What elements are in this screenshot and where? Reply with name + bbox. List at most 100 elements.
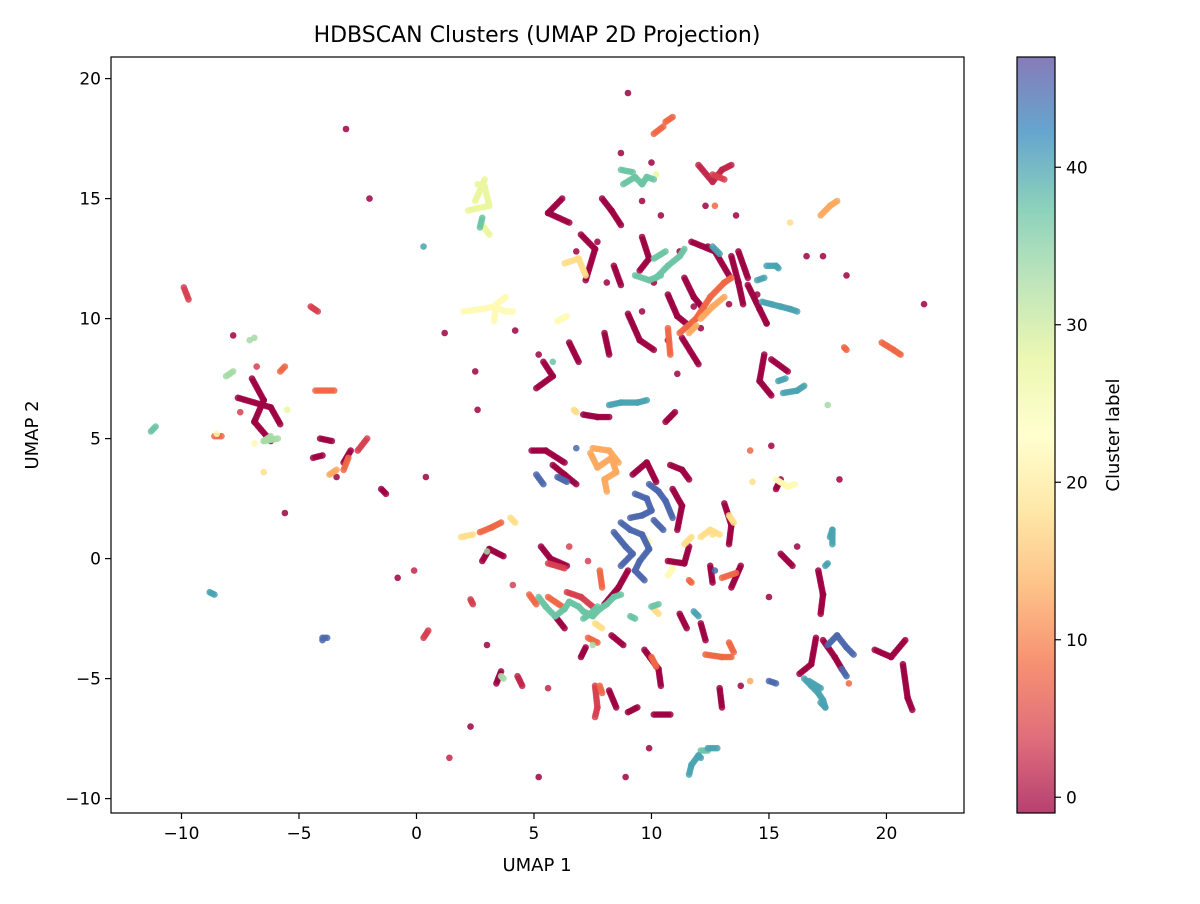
point-cluster: [664, 564, 676, 579]
point-cluster: [605, 687, 620, 711]
data-point: [382, 490, 390, 498]
data-point: [690, 303, 698, 310]
data-point: [706, 562, 714, 570]
data-point: [718, 704, 726, 711]
point-cluster: [584, 634, 601, 646]
data-point: [768, 442, 775, 450]
colorbar-tick-label: 20: [1066, 473, 1088, 493]
point-cluster: [763, 262, 782, 272]
data-point: [274, 435, 282, 442]
data-point: [476, 224, 484, 231]
point-cluster: [544, 560, 568, 572]
point-cluster: [507, 514, 519, 526]
data-point: [669, 564, 676, 572]
data-point: [565, 219, 573, 226]
point-cluster: [681, 533, 695, 548]
data-point: [652, 663, 660, 670]
point-cluster: [676, 610, 691, 632]
colorbar-tick-label: 10: [1066, 631, 1088, 651]
data-point: [342, 125, 350, 133]
data-point: [483, 641, 491, 649]
point-cluster: [476, 519, 505, 536]
point-cluster: [619, 173, 658, 188]
point-cluster: [525, 591, 540, 608]
point-cluster: [678, 334, 702, 368]
data-point: [803, 252, 810, 260]
data-point: [800, 382, 808, 390]
data-point: [422, 473, 430, 481]
point-cluster: [641, 646, 665, 690]
data-point: [695, 360, 702, 368]
point-cluster: [514, 672, 526, 690]
data-point: [655, 610, 662, 618]
point-cluster: [878, 339, 904, 358]
data-point: [711, 202, 719, 210]
point-cluster: [648, 600, 662, 610]
data-point: [735, 248, 742, 255]
data-point: [518, 682, 526, 690]
data-point: [713, 744, 721, 752]
data-point: [791, 480, 799, 488]
data-point: [561, 624, 568, 632]
data-point: [603, 279, 611, 286]
point-cluster: [627, 490, 655, 522]
data-point: [737, 682, 745, 690]
y-tick-label: 20: [79, 70, 101, 90]
data-point: [572, 444, 580, 452]
point-cluster: [697, 293, 728, 322]
data-point: [669, 514, 676, 522]
point-cluster: [596, 567, 606, 591]
data-point: [563, 312, 571, 320]
point-cluster: [476, 214, 486, 231]
y-tick-label: 15: [79, 190, 101, 210]
data-point: [685, 576, 693, 584]
data-point: [603, 488, 611, 495]
y-tick-label: 0: [90, 550, 101, 570]
point-cluster: [772, 476, 799, 490]
data-point: [347, 447, 354, 454]
data-point: [819, 252, 827, 260]
data-point: [612, 704, 620, 711]
point-cluster: [777, 550, 796, 570]
data-point: [850, 651, 857, 658]
point-cluster: [631, 272, 665, 284]
data-point: [500, 675, 507, 682]
point-cluster: [624, 704, 641, 716]
point-cluster: [598, 195, 625, 229]
data-point: [152, 423, 159, 430]
data-point: [920, 300, 928, 308]
point-cluster: [206, 588, 218, 598]
data-point: [584, 557, 592, 565]
point-cluster: [824, 632, 857, 658]
data-point: [657, 272, 665, 279]
data-point: [782, 375, 789, 382]
data-point: [549, 358, 557, 366]
data-point: [211, 591, 218, 598]
point-cluster: [629, 459, 660, 486]
point-cluster: [570, 406, 580, 416]
point-cluster: [817, 197, 841, 219]
data-point: [772, 680, 780, 687]
point-cluster: [725, 512, 738, 526]
data-point: [721, 176, 728, 183]
data-point: [725, 300, 733, 308]
y-axis: −10 −5 0 5 10 15 20: [65, 70, 111, 810]
data-point: [540, 480, 547, 488]
data-point: [424, 627, 432, 634]
point-cluster: [605, 396, 651, 409]
data-point: [746, 447, 754, 454]
point-cluster: [796, 634, 820, 678]
data-point: [772, 485, 780, 493]
point-cluster: [587, 449, 620, 495]
x-tick-label: 20: [876, 824, 898, 844]
point-cluster: [601, 329, 613, 358]
point-cluster: [826, 526, 836, 548]
data-point: [765, 593, 773, 601]
point-cluster: [460, 303, 517, 315]
data-point: [775, 264, 782, 272]
data-point: [739, 300, 747, 308]
data-point: [617, 591, 625, 598]
data-point: [229, 368, 237, 375]
data-point: [511, 327, 519, 334]
